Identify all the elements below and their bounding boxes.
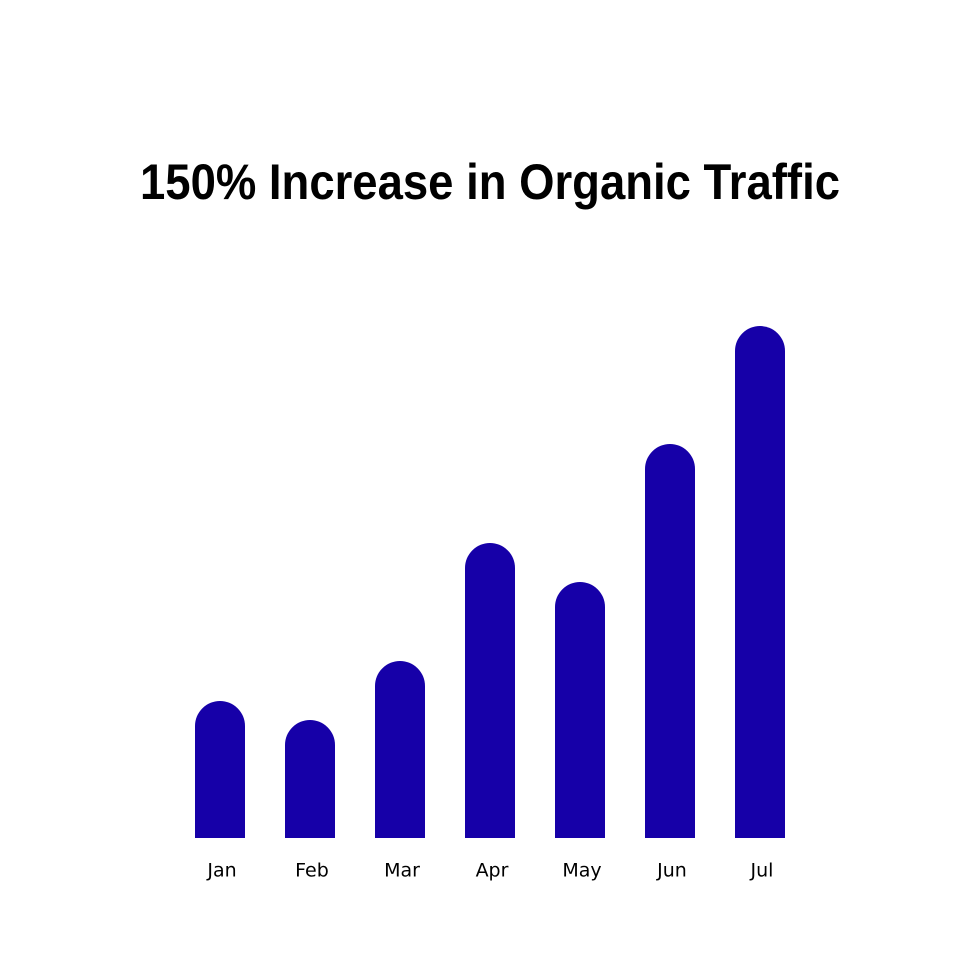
bar — [735, 326, 785, 838]
x-tick-label: Apr — [476, 860, 509, 882]
chart-title: 150% Increase in Organic Traffic — [140, 154, 840, 210]
bar — [645, 444, 695, 838]
bar — [195, 701, 245, 838]
x-tick-label: May — [562, 860, 601, 882]
bar — [375, 661, 425, 838]
x-tick-label: Jun — [656, 860, 687, 882]
bar — [555, 582, 605, 838]
x-tick-label: Mar — [384, 860, 420, 882]
x-tick-label: Jan — [206, 860, 236, 882]
bar — [465, 543, 515, 838]
bar — [285, 720, 335, 838]
x-tick-label: Feb — [295, 860, 329, 882]
x-tick-label: Jul — [750, 860, 774, 882]
